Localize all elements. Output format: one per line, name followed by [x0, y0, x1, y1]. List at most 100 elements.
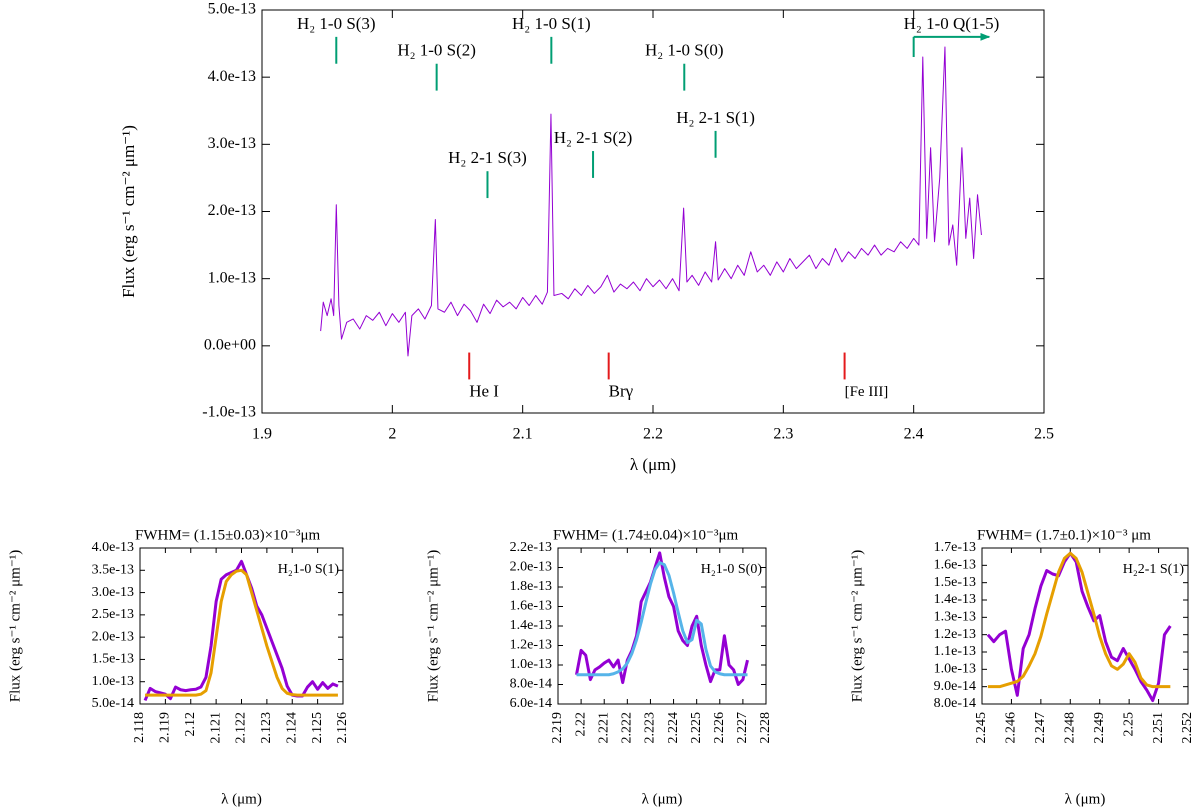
series-line	[986, 551, 1172, 703]
y-tick-label: 1.5e-13	[934, 575, 976, 590]
series-line	[987, 551, 1171, 689]
x-tick-label: 2.123	[259, 712, 274, 744]
x-axis-label: λ (μm)	[642, 791, 683, 807]
y-tick-label: 1.2e-13	[934, 627, 976, 642]
x-tick-label: 2.125	[310, 712, 325, 744]
x-tick-label: 2	[388, 426, 396, 443]
series-line	[143, 559, 339, 702]
x-tick-label: 2.228	[758, 712, 773, 744]
y-tick-label: 1.1e-13	[934, 644, 976, 659]
y-tick-label: 1.5e-13	[92, 652, 134, 667]
y-tick-label: 3.0e-13	[92, 585, 134, 600]
line-name: H₂ 1-0 Q(1-5)	[904, 14, 1000, 33]
line-name: H₂ 1-0 S(0)	[645, 41, 724, 60]
line-name: H₂ 2-1 S(2)	[554, 128, 633, 147]
x-tick-label: 2.25	[1121, 712, 1136, 737]
y-tick-label: 1.4e-13	[934, 592, 976, 607]
line-name: H₂ 1-0 S(3)	[297, 14, 376, 33]
y-axis-label: Flux (erg s⁻¹ cm⁻² μm⁻¹)	[119, 125, 138, 298]
y-axis-label: Flux (erg s⁻¹ cm⁻² μm⁻¹)	[7, 550, 23, 703]
y-tick-label: 3.5e-13	[92, 563, 134, 578]
y-tick-label: 4.0e-13	[92, 540, 134, 555]
x-tick-label: 2.227	[735, 712, 750, 744]
x-tick-label: 2.2	[643, 426, 663, 443]
x-tick-label: 2.225	[689, 712, 704, 744]
chart-title: FWHM= (1.15±0.03)×10⁻³μm	[135, 527, 321, 543]
y-tick-label: 1.3e-13	[934, 610, 976, 625]
x-tick-label: 1.9	[252, 426, 272, 443]
line-label: H₂1-0 S(1)	[278, 562, 340, 577]
y-tick-label: 2.0e-13	[208, 202, 256, 219]
plot-frame	[261, 9, 1045, 414]
line-name: He I	[469, 381, 499, 400]
y-tick-label: 8.0e-14	[934, 696, 976, 711]
line-name: H₂ 2-1 S(3)	[448, 148, 527, 167]
x-tick-label: 2.118	[132, 712, 147, 743]
y-axis-label: Flux (erg s⁻¹ cm⁻² μm⁻¹)	[425, 550, 441, 703]
y-tick-label: 2.5e-13	[92, 607, 134, 622]
x-axis-label: λ (μm)	[221, 791, 262, 807]
y-tick-label: 1.7e-13	[934, 540, 976, 555]
y-tick-label: 0.0e+00	[204, 337, 256, 354]
line-name: H₂ 1-0 S(1)	[512, 14, 591, 33]
series-line	[320, 46, 982, 357]
y-tick-label: 1.0e-13	[208, 269, 256, 286]
x-tick-label: 2.122	[234, 712, 249, 744]
y-tick-label: 1.6e-13	[934, 558, 976, 573]
y-tick-label: 1.0e-13	[510, 657, 552, 672]
x-tick-label: 2.249	[1092, 712, 1107, 744]
y-tick-label: 5.0e-14	[92, 696, 134, 711]
x-tick-label: 2.248	[1063, 712, 1078, 744]
y-axis-label: Flux (erg s⁻¹ cm⁻² μm⁻¹)	[849, 550, 865, 703]
x-tick-label: 2.246	[1004, 712, 1019, 744]
line-label: H₂2-1 S(1)	[1123, 562, 1185, 577]
x-tick-label: 2.22	[573, 712, 588, 737]
x-tick-label: 2.221	[596, 712, 611, 744]
y-tick-label: 1.0e-13	[92, 674, 134, 689]
chart-title: FWHM= (1.7±0.1)×10⁻³ μm	[977, 527, 1151, 543]
x-tick-label: 2.121	[208, 712, 223, 744]
plot-frame	[981, 547, 1189, 705]
x-tick-label: 2.224	[666, 712, 681, 744]
series-line	[145, 568, 338, 697]
line-label: H₂1-0 S(0)	[701, 562, 763, 577]
x-tick-label: 2.5	[1034, 426, 1054, 443]
y-tick-label: 1.4e-13	[510, 618, 552, 633]
x-tick-label: 2.126	[335, 712, 350, 744]
x-tick-label: 2.12	[183, 712, 198, 737]
x-tick-label: 2.3	[773, 426, 793, 443]
y-tick-label: -1.0e-13	[202, 404, 256, 421]
y-tick-label: 1.2e-13	[510, 638, 552, 653]
y-tick-label: 4.0e-13	[208, 68, 256, 85]
line-name: Brγ	[609, 381, 634, 400]
y-tick-label: 1.0e-13	[934, 662, 976, 677]
y-tick-label: 3.0e-13	[208, 135, 256, 152]
x-axis-label: λ (μm)	[630, 455, 676, 474]
x-tick-label: 2.222	[620, 712, 635, 744]
x-tick-label: 2.223	[643, 712, 658, 744]
y-tick-label: 1.8e-13	[510, 579, 552, 594]
x-tick-label: 2.219	[550, 712, 565, 744]
line-name: [Fe III]	[845, 384, 889, 400]
y-tick-label: 9.0e-14	[934, 679, 976, 694]
y-tick-label: 2.0e-13	[510, 560, 552, 575]
x-tick-label: 2.252	[1180, 712, 1195, 744]
x-tick-label: 2.124	[284, 712, 299, 744]
y-tick-label: 6.0e-14	[510, 696, 552, 711]
x-tick-label: 2.251	[1151, 712, 1166, 744]
series-line	[576, 561, 748, 677]
y-tick-label: 1.6e-13	[510, 599, 552, 614]
x-tick-label: 2.4	[904, 426, 924, 443]
chart-title: FWHM= (1.74±0.04)×10⁻³μm	[553, 527, 739, 543]
x-axis-label: λ (μm)	[1065, 791, 1106, 807]
x-tick-label: 2.1	[513, 426, 533, 443]
y-tick-label: 2.2e-13	[510, 540, 552, 555]
x-tick-label: 2.226	[712, 712, 727, 744]
x-tick-label: 2.245	[974, 712, 989, 744]
line-name: H₂ 2-1 S(1)	[676, 108, 755, 127]
y-tick-label: 8.0e-14	[510, 677, 552, 692]
x-tick-label: 2.119	[158, 712, 173, 743]
line-name: H₂ 1-0 S(2)	[397, 41, 476, 60]
x-tick-label: 2.247	[1033, 712, 1048, 744]
